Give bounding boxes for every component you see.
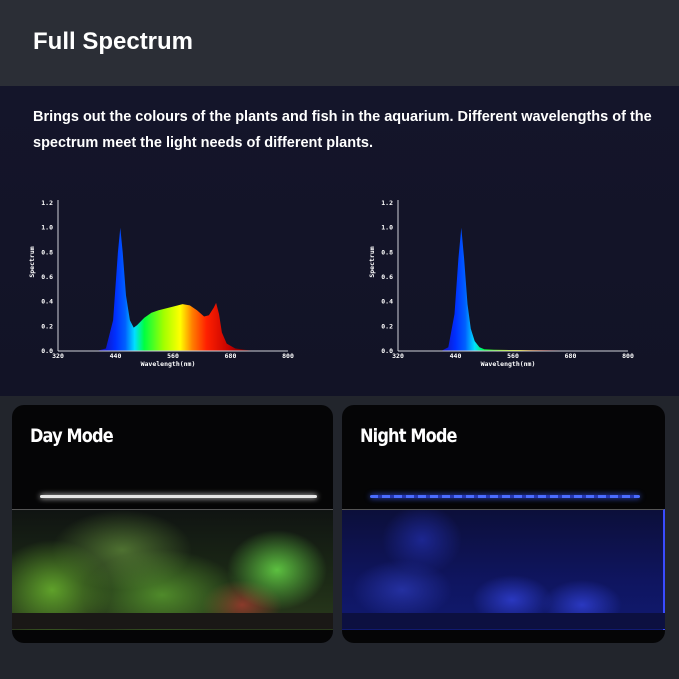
y-axis-label: Spectrum <box>368 246 376 277</box>
y-tick-label: 0.8 <box>381 248 393 256</box>
x-tick-label: 680 <box>225 352 237 360</box>
y-axis-label: Spectrum <box>28 246 36 277</box>
x-axis-label: Wavelength(nm) <box>481 360 536 368</box>
aquarium-photo-night <box>342 509 665 630</box>
x-tick-label: 440 <box>110 352 122 360</box>
x-tick-label: 320 <box>52 352 64 360</box>
substrate <box>12 613 333 629</box>
y-tick-label: 1.0 <box>41 224 53 232</box>
y-tick-label: 0.4 <box>41 298 53 306</box>
x-tick-label: 680 <box>565 352 577 360</box>
y-tick-label: 1.2 <box>41 199 53 207</box>
light-bar <box>370 495 640 498</box>
description-text: Brings out the colours of the plants and… <box>33 109 652 151</box>
day-mode-label: Day Mode <box>30 425 114 447</box>
y-tick-label: 0.0 <box>381 347 393 355</box>
y-tick-label: 1.0 <box>381 224 393 232</box>
y-tick-label: 0.8 <box>41 248 53 256</box>
y-tick-label: 0.4 <box>381 298 393 306</box>
y-tick-label: 0.6 <box>41 273 53 281</box>
y-tick-label: 0.2 <box>41 322 53 330</box>
spectrum-chart-day: 0.0 0.2 0.4 0.6 0.8 1.0 1.2 320 440 560 680 800 Wave… <box>28 199 294 368</box>
page-title: Full Spectrum <box>33 28 194 55</box>
light-bar <box>40 495 317 498</box>
x-tick-label: 800 <box>282 352 294 360</box>
x-tick-label: 560 <box>167 352 179 360</box>
aquarium-photo-day <box>12 509 333 630</box>
spectrum-chart-night: 0.0 0.2 0.4 0.6 0.8 1.0 1.2 320 440 560 680 800 Wave… <box>368 199 634 368</box>
day-mode-panel: Day Mode <box>12 405 333 643</box>
x-tick-label: 320 <box>392 352 404 360</box>
x-tick-label: 560 <box>507 352 519 360</box>
y-tick-label: 0.2 <box>381 322 393 330</box>
y-tick-label: 0.0 <box>41 347 53 355</box>
y-tick-label: 1.2 <box>381 199 393 207</box>
x-tick-label: 800 <box>622 352 634 360</box>
x-tick-label: 440 <box>450 352 462 360</box>
x-axis-label: Wavelength(nm) <box>141 360 196 368</box>
substrate <box>342 613 665 629</box>
spectrum-area <box>96 227 269 351</box>
night-mode-label: Night Mode <box>360 425 457 447</box>
header-band: Full Spectrum <box>0 0 679 86</box>
y-tick-label: 0.6 <box>381 273 393 281</box>
spectrum-area <box>441 227 576 351</box>
night-mode-panel: Night Mode <box>342 405 665 643</box>
